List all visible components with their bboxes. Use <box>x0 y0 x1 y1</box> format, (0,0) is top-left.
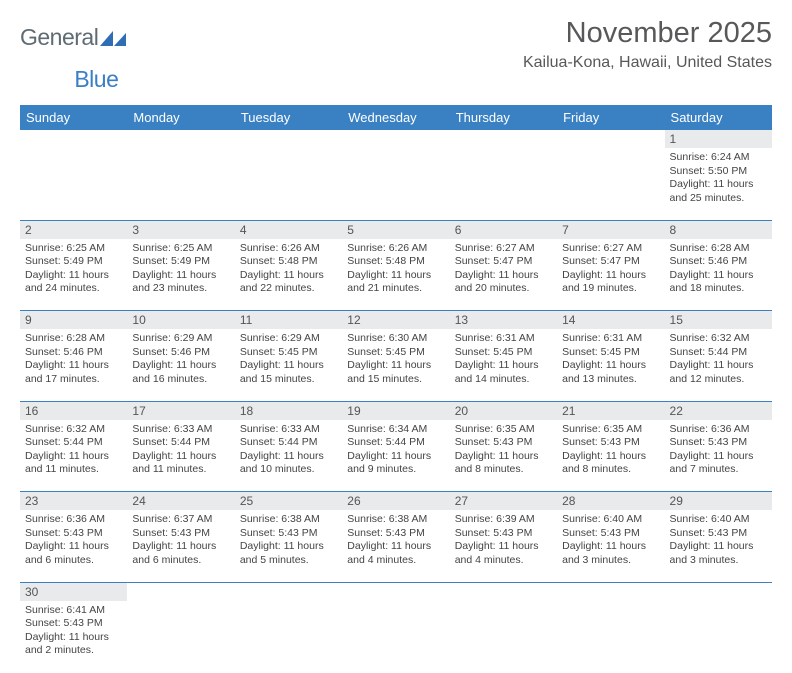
month-title: November 2025 <box>523 18 772 50</box>
day-cell: Sunrise: 6:38 AMSunset: 5:43 PMDaylight:… <box>342 510 449 572</box>
day-number: 22 <box>665 402 772 420</box>
weekday-header-row: SundayMondayTuesdayWednesdayThursdayFrid… <box>20 105 772 130</box>
calendar-table: SundayMondayTuesdayWednesdayThursdayFrid… <box>20 105 772 673</box>
day-cell: Sunrise: 6:33 AMSunset: 5:44 PMDaylight:… <box>127 420 234 482</box>
day-number: 11 <box>235 311 342 329</box>
day-cell: Sunrise: 6:35 AMSunset: 5:43 PMDaylight:… <box>557 420 664 482</box>
day-number: 9 <box>20 311 127 329</box>
day-cell: Sunrise: 6:40 AMSunset: 5:43 PMDaylight:… <box>665 510 772 572</box>
day-cell: Sunrise: 6:31 AMSunset: 5:45 PMDaylight:… <box>450 329 557 391</box>
day-cell: Sunrise: 6:27 AMSunset: 5:47 PMDaylight:… <box>450 239 557 301</box>
day-cell: Sunrise: 6:41 AMSunset: 5:43 PMDaylight:… <box>20 601 127 663</box>
day-number: 15 <box>665 311 772 329</box>
day-cell: Sunrise: 6:26 AMSunset: 5:48 PMDaylight:… <box>235 239 342 301</box>
day-number: 16 <box>20 402 127 420</box>
day-cell: Sunrise: 6:30 AMSunset: 5:45 PMDaylight:… <box>342 329 449 391</box>
day-number: 17 <box>127 402 234 420</box>
day-cell: Sunrise: 6:29 AMSunset: 5:46 PMDaylight:… <box>127 329 234 391</box>
day-cell: Sunrise: 6:36 AMSunset: 5:43 PMDaylight:… <box>665 420 772 482</box>
day-number: 2 <box>20 221 127 239</box>
logo-word2: Blue <box>74 66 126 93</box>
day-number: 28 <box>557 492 664 510</box>
day-number: 18 <box>235 402 342 420</box>
weekday-header: Tuesday <box>235 105 342 130</box>
day-number: 13 <box>450 311 557 329</box>
day-cell: Sunrise: 6:38 AMSunset: 5:43 PMDaylight:… <box>235 510 342 572</box>
weekday-header: Friday <box>557 105 664 130</box>
logo-sail-icon <box>100 31 126 46</box>
header: General Blue November 2025 Kailua-Kona, … <box>20 18 772 93</box>
day-cell: Sunrise: 6:33 AMSunset: 5:44 PMDaylight:… <box>235 420 342 482</box>
logo-word1: General <box>20 24 98 51</box>
day-cell: Sunrise: 6:36 AMSunset: 5:43 PMDaylight:… <box>20 510 127 572</box>
day-number: 4 <box>235 221 342 239</box>
day-number: 25 <box>235 492 342 510</box>
day-number: 20 <box>450 402 557 420</box>
day-cell: Sunrise: 6:28 AMSunset: 5:46 PMDaylight:… <box>20 329 127 391</box>
weekday-header: Monday <box>127 105 234 130</box>
logo: General Blue <box>20 18 126 93</box>
location: Kailua-Kona, Hawaii, United States <box>523 54 772 72</box>
day-number: 1 <box>665 130 772 148</box>
day-cell: Sunrise: 6:28 AMSunset: 5:46 PMDaylight:… <box>665 239 772 301</box>
day-cell: Sunrise: 6:27 AMSunset: 5:47 PMDaylight:… <box>557 239 664 301</box>
day-number: 12 <box>342 311 449 329</box>
day-number: 26 <box>342 492 449 510</box>
day-number: 24 <box>127 492 234 510</box>
day-number: 3 <box>127 221 234 239</box>
day-number: 23 <box>20 492 127 510</box>
weekday-header: Thursday <box>450 105 557 130</box>
day-cell: Sunrise: 6:40 AMSunset: 5:43 PMDaylight:… <box>557 510 664 572</box>
day-number: 29 <box>665 492 772 510</box>
day-cell: Sunrise: 6:35 AMSunset: 5:43 PMDaylight:… <box>450 420 557 482</box>
day-number: 6 <box>450 221 557 239</box>
title-block: November 2025 Kailua-Kona, Hawaii, Unite… <box>523 18 772 72</box>
day-number: 7 <box>557 221 664 239</box>
day-cell: Sunrise: 6:25 AMSunset: 5:49 PMDaylight:… <box>127 239 234 301</box>
weekday-header: Wednesday <box>342 105 449 130</box>
day-number: 21 <box>557 402 664 420</box>
day-cell: Sunrise: 6:32 AMSunset: 5:44 PMDaylight:… <box>20 420 127 482</box>
day-cell: Sunrise: 6:25 AMSunset: 5:49 PMDaylight:… <box>20 239 127 301</box>
day-number: 10 <box>127 311 234 329</box>
day-cell: Sunrise: 6:37 AMSunset: 5:43 PMDaylight:… <box>127 510 234 572</box>
day-number: 8 <box>665 221 772 239</box>
day-number: 14 <box>557 311 664 329</box>
day-cell: Sunrise: 6:29 AMSunset: 5:45 PMDaylight:… <box>235 329 342 391</box>
weekday-header: Sunday <box>20 105 127 130</box>
day-cell: Sunrise: 6:31 AMSunset: 5:45 PMDaylight:… <box>557 329 664 391</box>
day-cell: Sunrise: 6:24 AMSunset: 5:50 PMDaylight:… <box>665 148 772 210</box>
day-number: 19 <box>342 402 449 420</box>
day-cell: Sunrise: 6:26 AMSunset: 5:48 PMDaylight:… <box>342 239 449 301</box>
day-number: 5 <box>342 221 449 239</box>
weekday-header: Saturday <box>665 105 772 130</box>
day-number: 30 <box>20 583 127 601</box>
day-cell: Sunrise: 6:32 AMSunset: 5:44 PMDaylight:… <box>665 329 772 391</box>
day-cell: Sunrise: 6:39 AMSunset: 5:43 PMDaylight:… <box>450 510 557 572</box>
day-cell: Sunrise: 6:34 AMSunset: 5:44 PMDaylight:… <box>342 420 449 482</box>
day-number: 27 <box>450 492 557 510</box>
